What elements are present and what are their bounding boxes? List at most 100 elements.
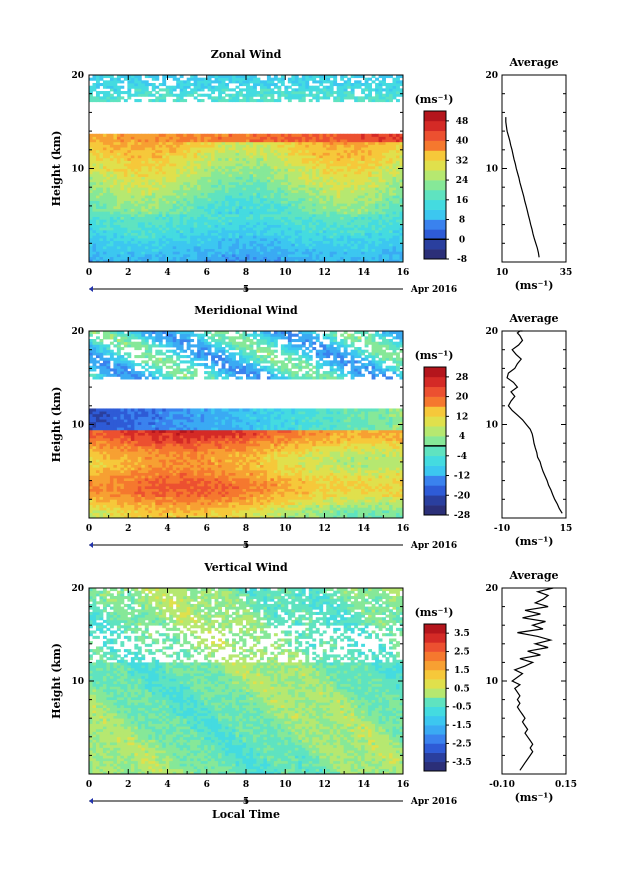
- heatmap-cell: [130, 168, 135, 172]
- heatmap-cell: [392, 221, 397, 225]
- heatmap-cell: [232, 189, 236, 193]
- heatmap-cell: [343, 197, 348, 201]
- heatmap-cell: [273, 155, 278, 159]
- heatmap-cell: [207, 144, 212, 148]
- heatmap-cell: [158, 157, 163, 161]
- heatmap-cell: [190, 187, 195, 191]
- heatmap-cell: [322, 205, 327, 209]
- heatmap-cell: [350, 149, 355, 153]
- heatmap-cell: [190, 216, 195, 220]
- heatmap-cell: [89, 96, 93, 100]
- heatmap-cell: [385, 232, 390, 236]
- heatmap-cell: [263, 216, 268, 220]
- heatmap-cell: [221, 88, 226, 92]
- heatmap-cell: [249, 208, 254, 212]
- heatmap-cell: [172, 88, 177, 92]
- heatmap-cell: [291, 211, 296, 215]
- heatmap-cell: [92, 181, 97, 185]
- heatmap-cell: [364, 213, 369, 217]
- heatmap-cell: [99, 245, 104, 250]
- heatmap-cell: [252, 77, 257, 81]
- heatmap-cell: [218, 149, 222, 153]
- heatmap-cell: [270, 221, 275, 225]
- heatmap-cell: [396, 205, 400, 209]
- heatmap-cell: [343, 221, 348, 225]
- heatmap-cell: [190, 176, 195, 180]
- heatmap-cell: [148, 189, 153, 193]
- heatmap-cell: [207, 195, 212, 199]
- heatmap-cell: [211, 141, 215, 145]
- heatmap-cell: [89, 85, 93, 89]
- heatmap-cell: [347, 176, 352, 180]
- heatmap-cell: [109, 93, 114, 97]
- heatmap-cell: [312, 96, 317, 100]
- heatmap-cell: [259, 144, 264, 148]
- heatmap-cell: [301, 152, 306, 156]
- heatmap-cell: [144, 235, 149, 239]
- heatmap-cell: [158, 219, 163, 223]
- heatmap-cell: [106, 181, 111, 185]
- heatmap-cell: [123, 237, 128, 242]
- heatmap-cell: [92, 168, 97, 172]
- heatmap-cell: [106, 192, 111, 196]
- heatmap-cell: [329, 227, 334, 231]
- heatmap-cell: [389, 144, 393, 148]
- heatmap-cell: [176, 256, 181, 260]
- heatmap-cell: [158, 165, 163, 169]
- heatmap-cell: [312, 160, 317, 164]
- heatmap-cell: [211, 248, 215, 252]
- heatmap-cell: [246, 213, 250, 217]
- heatmap-cell: [364, 184, 369, 188]
- heatmap-cell: [315, 75, 320, 79]
- heatmap-cell: [235, 133, 240, 137]
- heatmap-cell: [109, 152, 114, 156]
- heatmap-cell: [228, 240, 233, 244]
- heatmap-cell: [211, 91, 215, 95]
- x-tick-label: 2: [125, 268, 131, 278]
- heatmap-cell: [336, 195, 341, 199]
- heatmap-cell: [141, 155, 146, 159]
- heatmap-cell: [336, 232, 341, 236]
- heatmap-cell: [273, 227, 278, 231]
- heatmap-cell: [113, 197, 118, 201]
- heatmap-cell: [266, 227, 271, 231]
- heatmap-cell: [207, 232, 212, 236]
- heatmap-cell: [155, 221, 160, 225]
- heatmap-cell: [252, 85, 257, 89]
- heatmap-cell: [392, 184, 397, 188]
- heatmap-cell: [252, 224, 257, 228]
- heatmap-cell: [336, 88, 341, 92]
- heatmap-cell: [375, 253, 379, 258]
- heatmap-cell: [148, 256, 153, 260]
- heatmap-cell: [347, 144, 352, 148]
- heatmap-cell: [235, 171, 240, 175]
- heatmap-cell: [92, 240, 97, 244]
- heatmap-cell: [158, 221, 163, 225]
- heatmap-cell: [378, 195, 383, 199]
- heatmap-cell: [102, 256, 107, 260]
- heatmap-cell: [134, 80, 139, 84]
- heatmap-cell: [287, 155, 292, 159]
- heatmap-cell: [266, 88, 271, 92]
- heatmap-cell: [127, 149, 132, 153]
- heatmap-cell: [109, 99, 114, 103]
- heatmap-cell: [315, 224, 320, 228]
- heatmap-cell: [109, 195, 114, 199]
- heatmap-cell: [89, 237, 93, 242]
- heatmap-cell: [340, 203, 345, 207]
- heatmap-cell: [109, 80, 114, 84]
- heatmap-cell: [399, 149, 404, 153]
- heatmap-cell: [130, 216, 135, 220]
- heatmap-cell: [179, 85, 184, 89]
- heatmap-cell: [301, 211, 306, 215]
- heatmap-cell: [329, 152, 334, 156]
- heatmap-cell: [228, 181, 233, 185]
- heatmap-cell: [158, 253, 163, 258]
- heatmap-cell: [179, 136, 184, 140]
- heatmap-cell: [190, 163, 195, 167]
- heatmap-cell: [364, 251, 369, 255]
- heatmap-cell: [144, 181, 149, 185]
- heatmap-cell: [375, 240, 379, 244]
- heatmap-cell: [333, 181, 338, 185]
- heatmap-cell: [368, 243, 372, 247]
